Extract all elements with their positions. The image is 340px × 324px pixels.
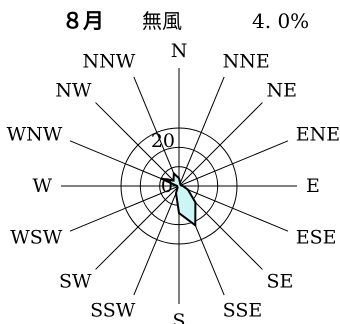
point-nw xyxy=(172,179,175,182)
direction-label-sse: SSE xyxy=(223,300,263,322)
direction-label-nw: NW xyxy=(55,80,92,102)
tick-label-20: 20 xyxy=(151,130,175,152)
spoke-ese xyxy=(178,185,289,232)
spoke-sw xyxy=(95,185,180,270)
calm-value: 4. 0% xyxy=(252,9,309,33)
direction-label-se: SE xyxy=(266,270,293,292)
tick-label-0: 0 xyxy=(161,175,173,197)
direction-label-ese: ESE xyxy=(296,227,337,249)
spoke-ene xyxy=(178,140,289,187)
direction-label-nnw: NNW xyxy=(83,50,136,72)
direction-label-sw: SW xyxy=(59,270,92,292)
point-sse xyxy=(194,224,197,227)
spoke-ne xyxy=(178,102,263,187)
direction-label-nne: NNE xyxy=(223,50,270,72)
spoke-ssw xyxy=(133,185,180,296)
spoke-nw xyxy=(95,102,180,187)
direction-label-n: N xyxy=(171,40,188,62)
calm-label: 無風 xyxy=(142,9,182,33)
point-se xyxy=(194,201,197,204)
series-group xyxy=(160,171,197,228)
point-w xyxy=(176,185,178,187)
point-ese xyxy=(187,188,189,191)
point-nne xyxy=(179,182,181,185)
point-s xyxy=(178,212,180,214)
direction-label-ne: NE xyxy=(266,80,297,102)
month-label: ８月 xyxy=(62,9,104,33)
point-ene xyxy=(179,184,182,187)
direction-label-e: E xyxy=(306,175,320,197)
point-e xyxy=(182,185,184,187)
point-n xyxy=(178,177,180,180)
direction-label-s: S xyxy=(172,310,185,324)
direction-label-wnw: WNW xyxy=(7,123,63,145)
direction-label-ene: ENE xyxy=(296,123,340,145)
direction-label-ssw: SSW xyxy=(90,300,136,322)
point-nnw xyxy=(173,172,175,175)
direction-label-wsw: WSW xyxy=(10,227,63,249)
tick-labels-group: 20 0 xyxy=(151,130,175,197)
point-ssw xyxy=(175,192,177,194)
direction-label-w: W xyxy=(32,175,52,197)
point-wnw xyxy=(160,177,162,180)
spoke-nnw xyxy=(133,76,180,187)
spoke-nne xyxy=(178,76,225,187)
spoke-wsw xyxy=(69,185,180,232)
